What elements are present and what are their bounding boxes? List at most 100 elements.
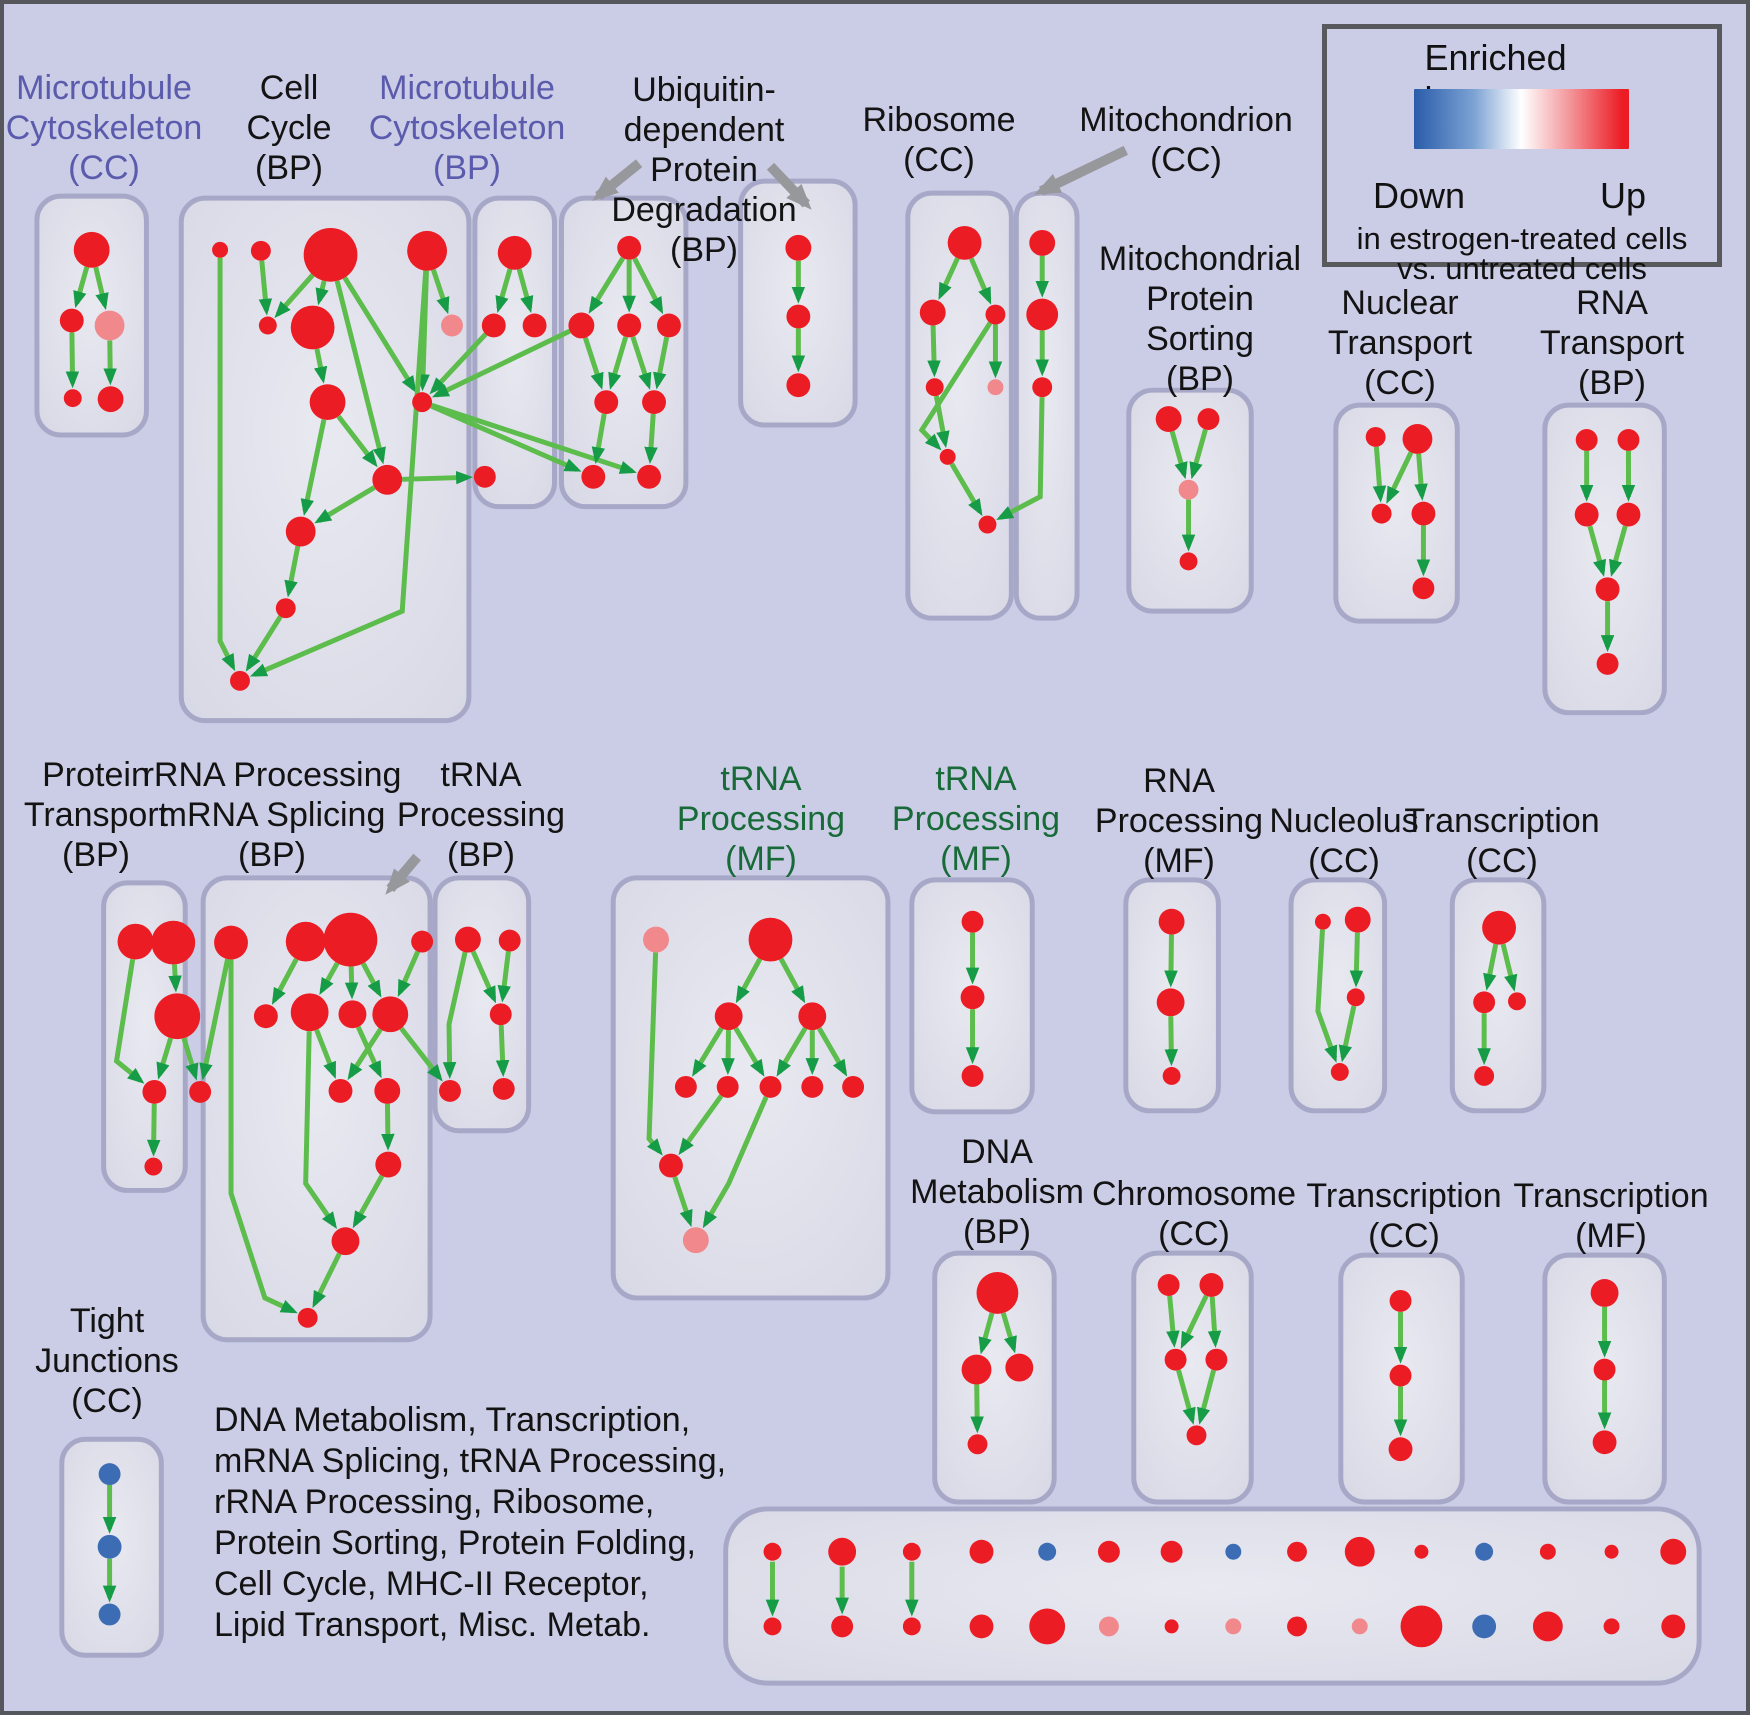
go-term-node <box>1590 1279 1619 1307</box>
edge-arrow <box>156 1037 174 1080</box>
edge-arrow <box>199 958 231 1081</box>
go-term-node <box>253 1004 278 1029</box>
go-term-node <box>374 1077 401 1104</box>
go-term-node <box>1330 1063 1349 1081</box>
label-callout-arrow <box>592 159 643 201</box>
go-term-node <box>328 1078 353 1103</box>
go-term-node <box>659 1153 683 1178</box>
edge-arrow <box>678 1094 724 1156</box>
edge-arrow <box>258 260 273 316</box>
strip-node-bottom-5 <box>1029 1608 1066 1645</box>
strip-node-bottom-1 <box>763 1617 782 1636</box>
go-term-node <box>522 313 547 338</box>
edge-arrow <box>402 470 473 485</box>
go-term-node <box>967 1434 988 1455</box>
go-term-node <box>1199 1273 1224 1297</box>
go-term-node <box>1411 501 1436 526</box>
edge-arrow <box>347 1027 383 1081</box>
edge-arrow <box>516 268 534 314</box>
edge-arrow <box>1207 1296 1222 1348</box>
go-term-node <box>142 1079 167 1104</box>
go-term-node <box>716 1075 739 1098</box>
go-term-node <box>637 464 662 489</box>
go-term-node <box>939 448 956 465</box>
go-term-node <box>985 304 1006 325</box>
edge-arrow <box>1164 1016 1179 1067</box>
edge-arrow <box>733 1026 765 1077</box>
go-term-node <box>230 670 250 691</box>
go-term-node <box>1574 502 1599 527</box>
go-term-node <box>1389 1289 1412 1312</box>
go-term-node <box>338 1000 367 1029</box>
go-term-node <box>947 225 982 260</box>
go-term-node <box>674 1075 697 1098</box>
go-term-node <box>489 1003 512 1026</box>
go-term-node <box>759 1075 782 1098</box>
edge-arrow <box>274 273 315 319</box>
edge-arrow <box>996 397 1045 520</box>
go-term-node <box>290 305 335 350</box>
edge-arrow <box>319 961 340 996</box>
strip-node-top-2 <box>828 1537 857 1566</box>
edge-arrow <box>300 419 327 517</box>
go-term-node <box>285 516 316 547</box>
go-term-node <box>1593 1358 1616 1381</box>
go-term-node <box>1197 408 1220 431</box>
cluster-box-microtubule-bp <box>472 195 557 510</box>
go-term-node <box>1371 503 1392 524</box>
edge-arrow <box>608 336 629 390</box>
edge-arrow <box>646 952 663 1156</box>
strip-node-top-12 <box>1475 1542 1494 1561</box>
edge-arrow <box>430 403 582 472</box>
edge-arrow <box>65 332 80 389</box>
edge-arrow <box>1000 1312 1017 1354</box>
go-term-node <box>309 384 346 421</box>
strip-node-top-5 <box>1038 1542 1057 1561</box>
edge-arrow <box>1164 934 1178 988</box>
edge-arrow <box>672 1176 693 1228</box>
edge-arrow <box>397 950 421 998</box>
go-term-node <box>372 464 403 495</box>
go-term-node <box>59 308 84 333</box>
edge-arrow <box>284 545 301 598</box>
go-term-node <box>1186 1425 1207 1446</box>
edge-arrow <box>495 1025 510 1078</box>
go-term-node <box>323 912 378 967</box>
go-term-node <box>1473 991 1496 1014</box>
go-term-node <box>1029 229 1056 256</box>
go-term-node <box>798 1002 827 1031</box>
edge-arrow <box>970 1384 984 1434</box>
legend-subtitle-line1: in estrogen-treated cells <box>1356 221 1688 256</box>
go-term-node <box>1157 1274 1180 1296</box>
go-term-node <box>919 299 946 326</box>
go-term-node <box>748 917 793 962</box>
go-term-node <box>786 304 811 329</box>
edge-arrow <box>334 280 386 465</box>
edge-arrow <box>1315 929 1338 1063</box>
go-term-node <box>454 926 481 953</box>
go-term-node <box>97 1534 122 1559</box>
go-term-node <box>1575 429 1598 451</box>
nodes-layer <box>59 225 1687 1648</box>
edge-arrow <box>429 332 488 395</box>
go-term-node <box>1162 1067 1181 1085</box>
go-term-node <box>303 227 358 282</box>
cluster-box-mitochondrion-cc <box>1013 190 1080 621</box>
go-term-node <box>581 464 606 489</box>
label-callout-arrow <box>766 162 812 210</box>
edge-arrow <box>470 950 497 1004</box>
edge-arrow <box>314 1028 337 1079</box>
go-term-node <box>144 1157 163 1176</box>
legend-down-label: Down <box>1372 175 1466 216</box>
go-term-node <box>1389 1364 1412 1387</box>
edge-arrow <box>181 1037 199 1081</box>
edge-arrow <box>1169 430 1188 480</box>
go-term-node <box>285 921 326 962</box>
go-term-node <box>214 925 248 960</box>
edge-arrow <box>583 337 604 390</box>
edge-arrow <box>315 280 329 306</box>
cluster-box-nucleolus-cc <box>1288 877 1388 1114</box>
strip-node-bottom-12 <box>1472 1614 1497 1639</box>
edge-arrow <box>735 957 763 1004</box>
edge-arrow <box>271 957 299 1005</box>
